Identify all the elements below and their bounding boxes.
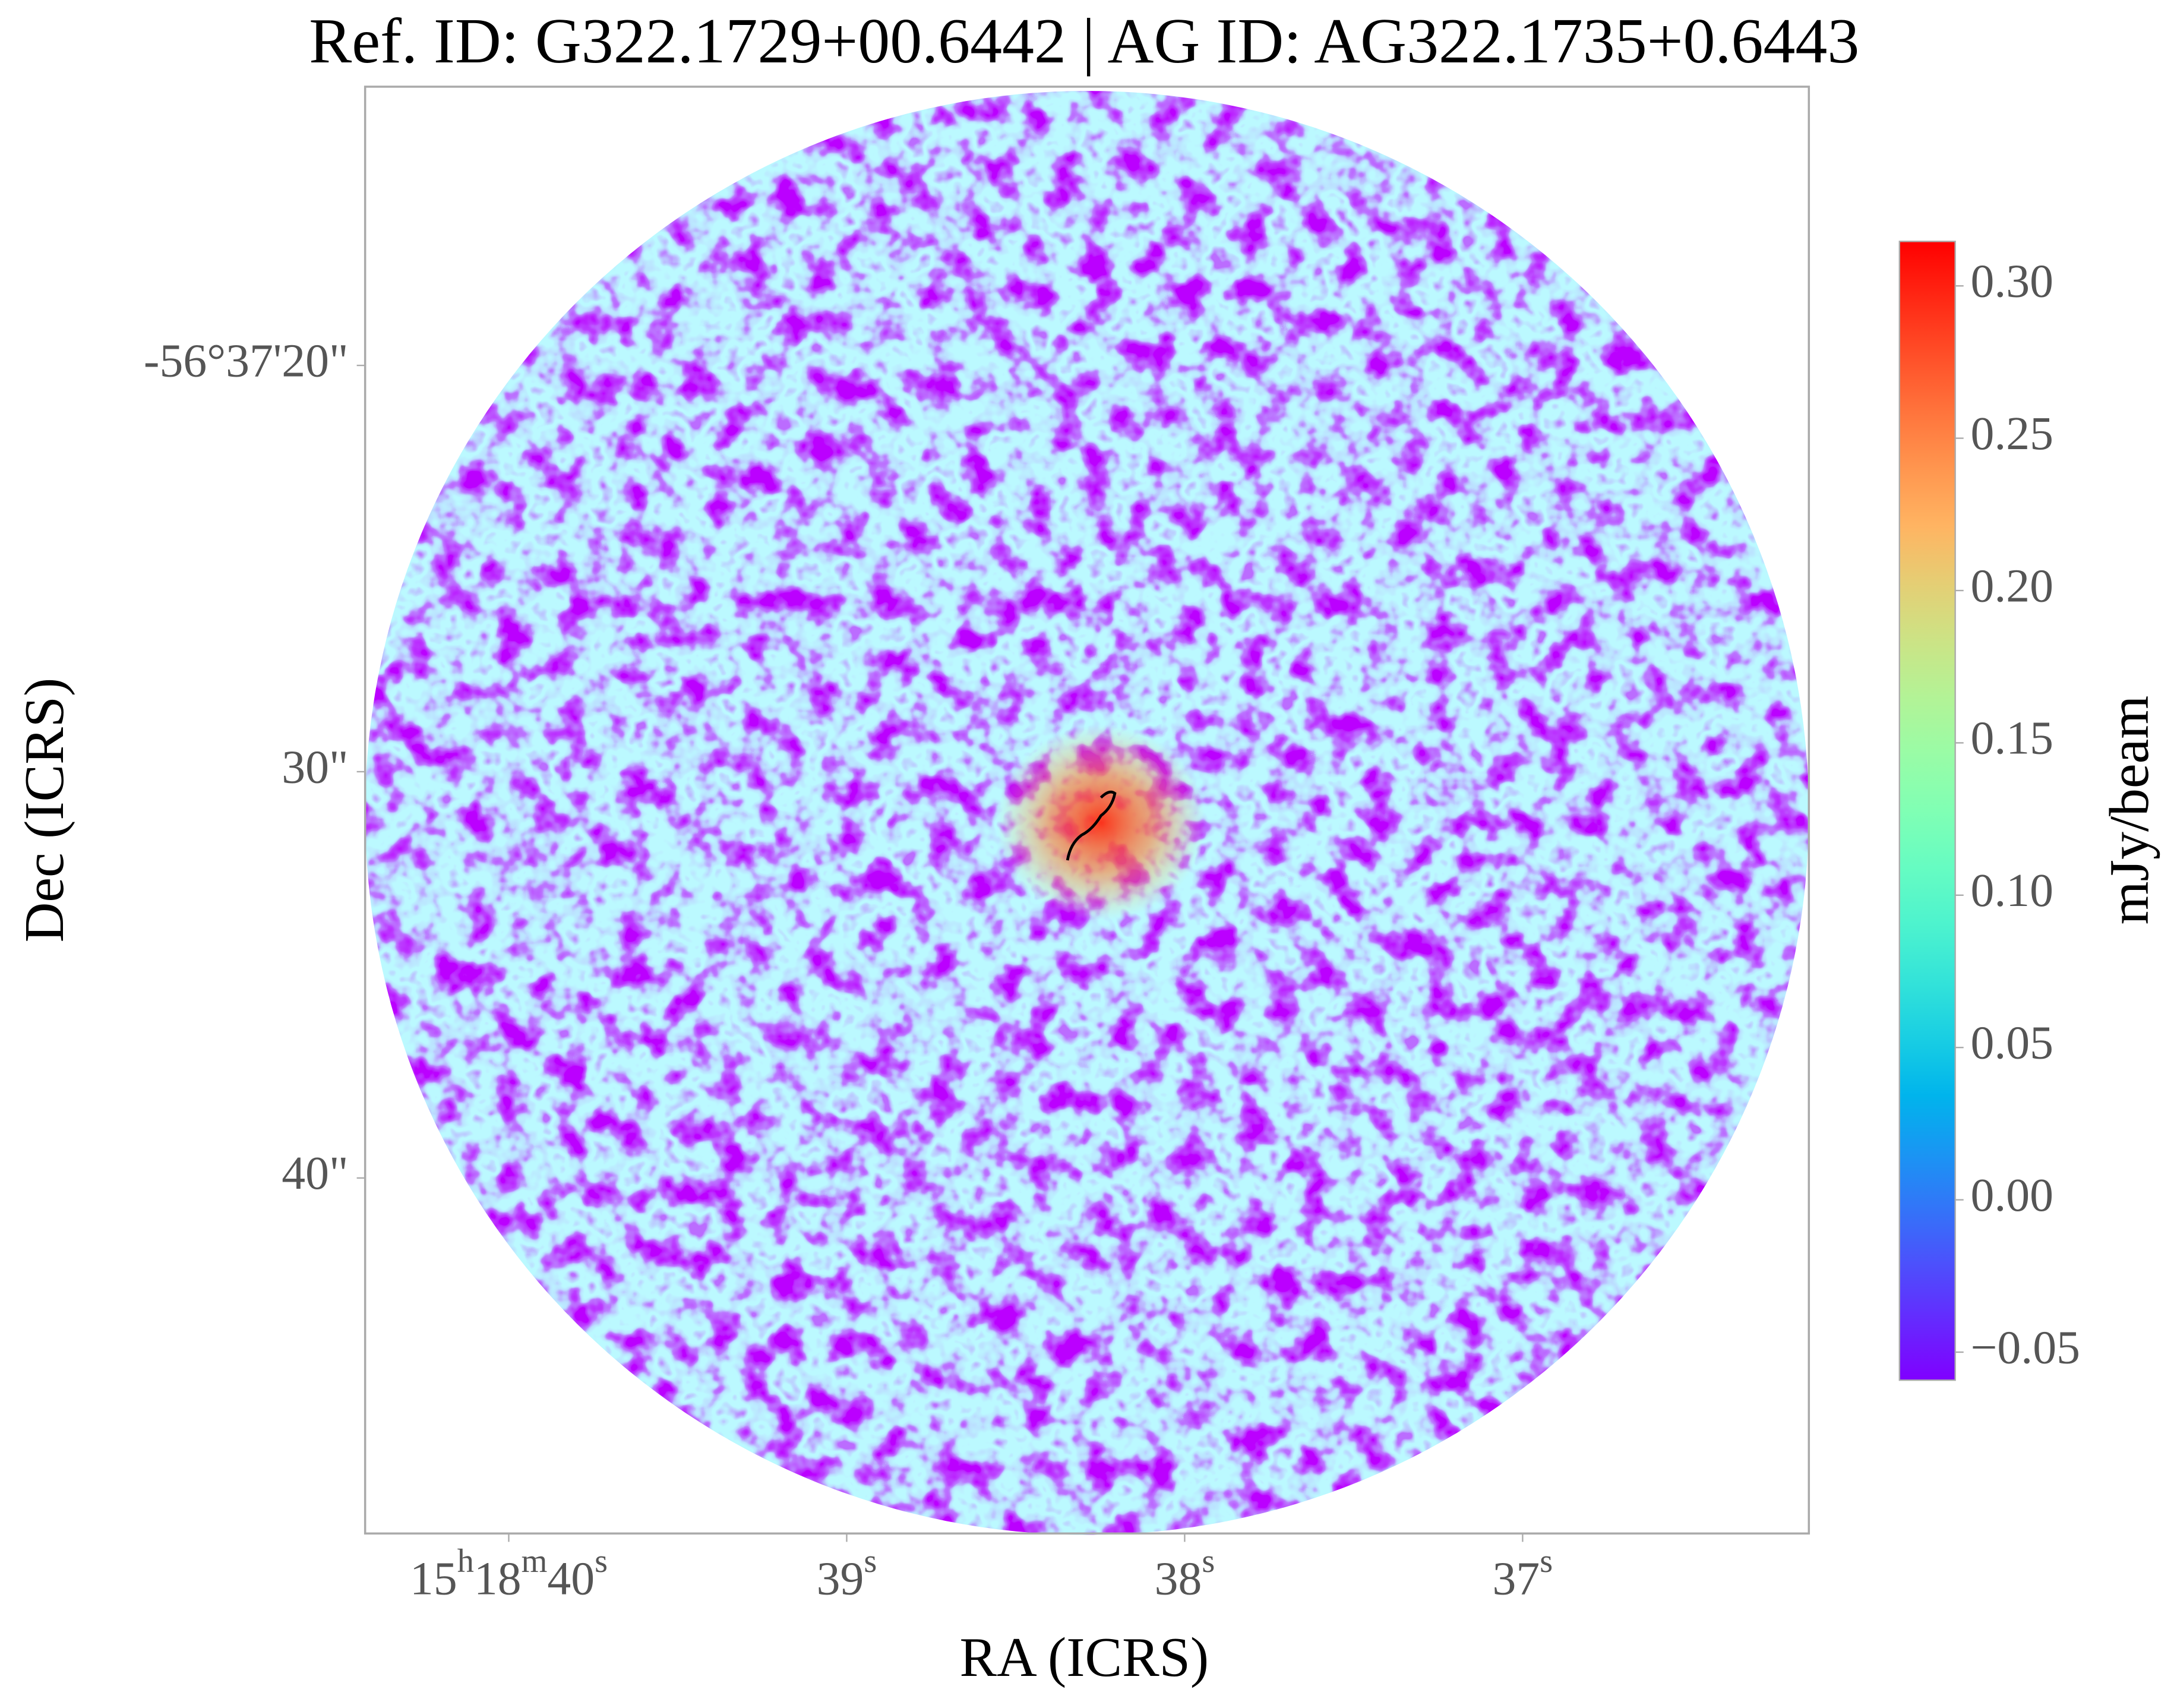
colorbar-tick-label: 0.10 — [1970, 864, 2053, 917]
colorbar-tick-label: 0.15 — [1970, 712, 2053, 765]
colorbar-label: mJy/beam — [2099, 696, 2160, 925]
chart-title: Ref. ID: G322.1729+00.6442 | AG ID: AG32… — [309, 6, 1859, 77]
x-axis-label: RA (ICRS) — [959, 1627, 1209, 1688]
plot-frame — [364, 86, 1810, 1535]
x-tick-label: 37s — [1493, 1543, 1553, 1605]
y-tick-label: 30" — [282, 741, 348, 793]
colorbar-tick-label: 0.05 — [1970, 1017, 2053, 1069]
core-emission — [996, 725, 1206, 920]
image — [365, 90, 1809, 1535]
colorbar-tick-label: 0.25 — [1970, 408, 2053, 460]
y-tick-label: 40" — [282, 1147, 348, 1199]
colorbar-tick-label: 0.00 — [1970, 1169, 2053, 1221]
colorbar-tick-label: −0.05 — [1970, 1321, 2080, 1374]
x-tick-label: 15h18m40s — [410, 1543, 608, 1605]
colorbar — [1898, 241, 1956, 1381]
contour — [1066, 790, 1117, 861]
x-tick-label: 38s — [1155, 1543, 1215, 1605]
x-tick-label: 39s — [817, 1543, 877, 1605]
y-tick-label: -56°37'20" — [144, 334, 349, 387]
colorbar-tick-label: 0.30 — [1970, 255, 2053, 308]
colorbar-tick-label: 0.20 — [1970, 560, 2053, 612]
y-axis-label: Dec (ICRS) — [14, 678, 75, 943]
